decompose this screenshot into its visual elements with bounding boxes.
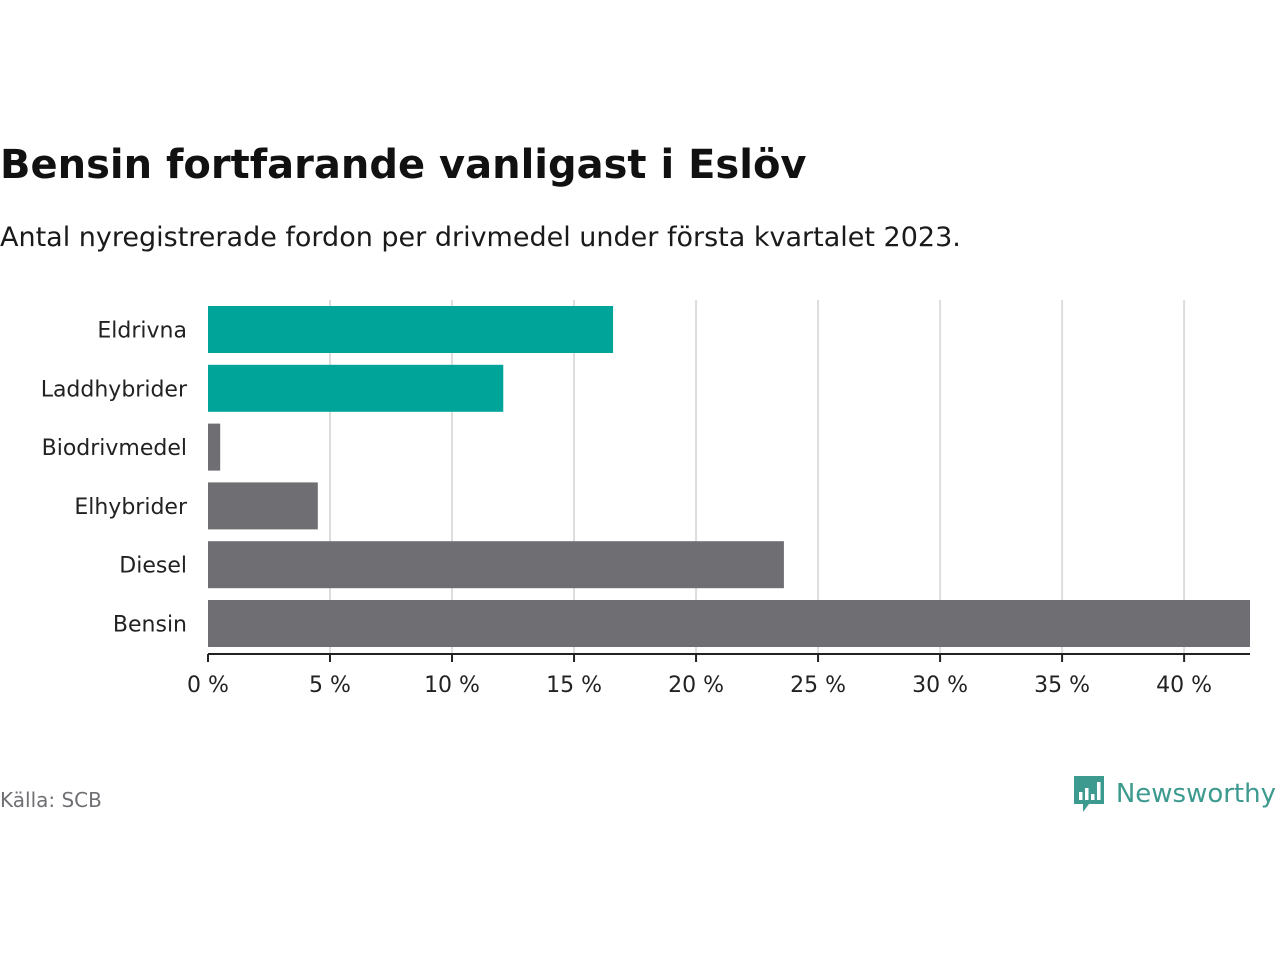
x-tick-label: 20 % xyxy=(668,673,724,698)
brand-logo: Newsworthy xyxy=(1072,774,1276,814)
bar-diesel xyxy=(208,541,784,589)
x-tick-label: 25 % xyxy=(790,673,846,698)
x-tick-label: 40 % xyxy=(1156,673,1212,698)
bar-laddhybrider xyxy=(208,364,504,412)
category-label: Laddhybrider xyxy=(41,377,188,402)
chart-subtitle: Antal nyregistrerade fordon per drivmede… xyxy=(0,222,961,253)
bar-chart-speech-bubble-icon xyxy=(1073,776,1104,812)
category-label: Eldrivna xyxy=(97,319,187,344)
bar-elhybrider xyxy=(208,482,318,530)
x-tick-label: 5 % xyxy=(309,673,351,698)
x-axis: 0 % 5 % 10 % 15 % 20 % 25 % 30 % 35 % 40 % xyxy=(187,653,1250,698)
bar-bensin xyxy=(208,600,1250,647)
category-label: Bensin xyxy=(113,613,187,638)
x-tick-label: 15 % xyxy=(546,673,602,698)
category-labels: Eldrivna Laddhybrider Biodrivmedel Elhybrid… xyxy=(41,319,188,638)
bar-eldrivna xyxy=(208,306,614,353)
category-label: Diesel xyxy=(119,554,187,579)
x-tick-label: 10 % xyxy=(424,673,480,698)
chart-title: Bensin fortfarande vanligast i Eslöv xyxy=(0,142,807,188)
x-tick-label: 35 % xyxy=(1034,673,1090,698)
brand-name: Newsworthy xyxy=(1115,779,1276,809)
bars xyxy=(208,306,1250,647)
x-tick-label: 30 % xyxy=(912,673,968,698)
category-label: Biodrivmedel xyxy=(42,436,187,461)
category-label: Elhybrider xyxy=(74,495,188,520)
source-note: Källa: SCB xyxy=(0,788,102,812)
grid-lines xyxy=(329,300,1186,654)
bar-biodrivmedel xyxy=(208,423,221,471)
x-tick-label: 0 % xyxy=(187,673,229,698)
